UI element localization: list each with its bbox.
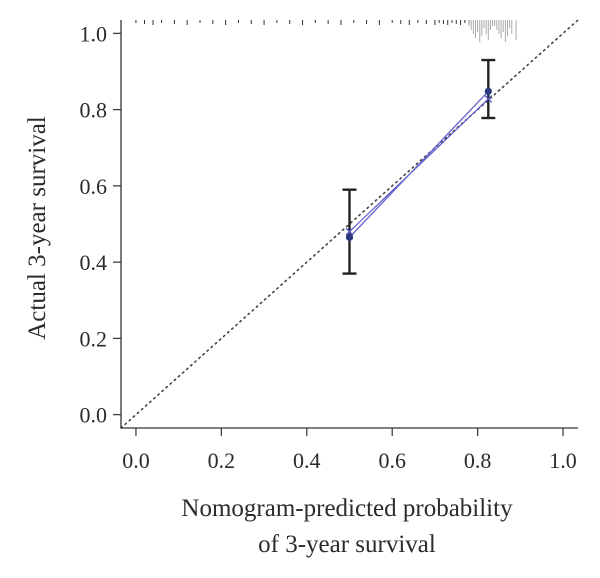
- axes: [120, 20, 578, 429]
- x-axis-title-line-1: Nomogram-predicted probability: [181, 495, 513, 522]
- x-tick-label: 0.6: [378, 448, 406, 473]
- observed-point: [345, 233, 354, 241]
- rug-marks: [135, 20, 517, 42]
- x-tick-label: 0.8: [464, 448, 492, 473]
- y-tick-label: 0.2: [80, 326, 108, 351]
- calibration-series: [342, 58, 496, 275]
- x-tick-label: 1.0: [549, 448, 577, 473]
- y-tick-label: 0.0: [80, 403, 108, 428]
- y-tick-label: 1.0: [80, 21, 108, 46]
- observed-point: [484, 87, 492, 95]
- x-axis-ticks: 0.0 0.2 0.4 0.6 0.8 1.0: [122, 428, 577, 473]
- x-axis-title-line-2: of 3-year survival: [258, 531, 436, 558]
- y-axis-title: Actual 3-year survival: [24, 116, 51, 340]
- x-tick-label: 0.2: [208, 448, 236, 473]
- x-tick-label: 0.0: [122, 448, 150, 473]
- x-tick-label: 0.4: [293, 448, 321, 473]
- y-tick-label: 0.8: [80, 98, 108, 123]
- y-tick-label: 0.6: [80, 174, 108, 199]
- bias-corrected-point: [484, 94, 493, 103]
- observed-line: [348, 90, 489, 238]
- bias-corrected-point: [345, 227, 354, 236]
- y-axis-ticks: 0.0 0.2 0.4 0.6 0.8 1.0: [80, 21, 121, 428]
- y-tick-label: 0.4: [80, 250, 108, 275]
